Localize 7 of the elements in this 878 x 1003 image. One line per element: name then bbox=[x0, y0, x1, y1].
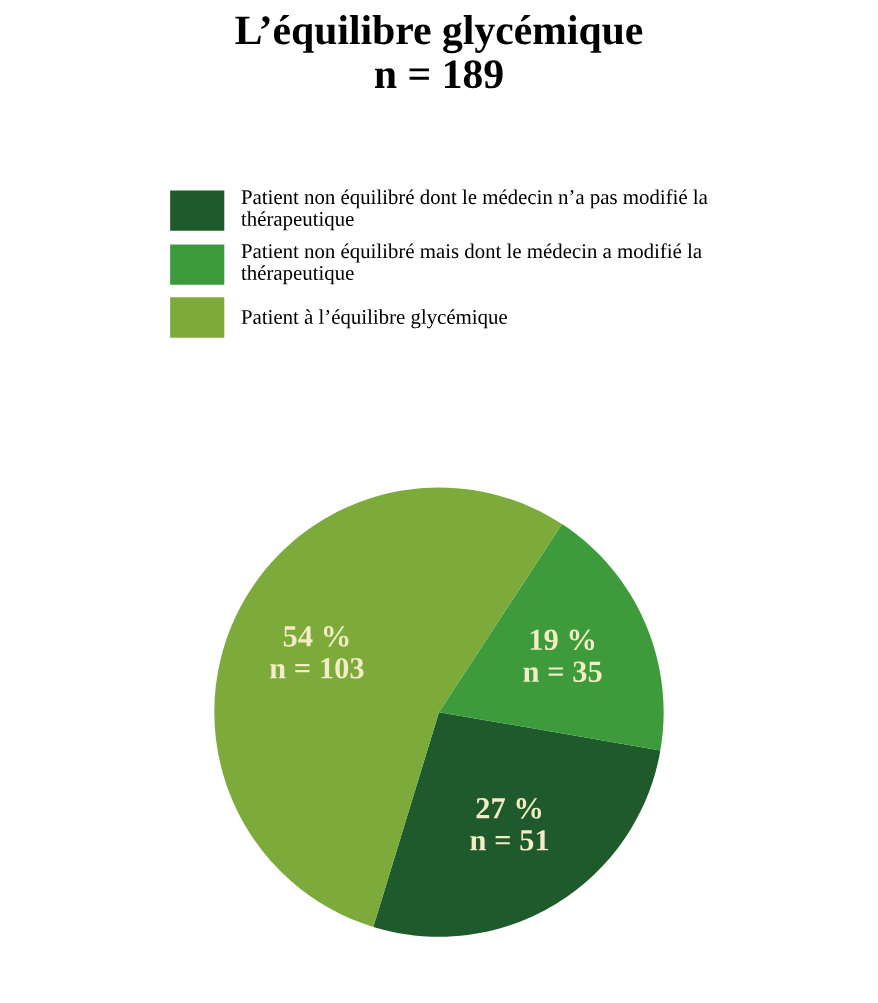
legend-label: Patient non équilibré mais dont le médecin a modifié la thérapeutique bbox=[241, 243, 702, 285]
data-label: 27 % n = 51 bbox=[470, 798, 549, 851]
data-label: 54 % n = 103 bbox=[269, 626, 364, 679]
chart-title: L’équilibre glycémique n = 189 bbox=[235, 15, 643, 89]
legend-label: Patient non équilibré dont le médecin n’a pas modifié la thérapeutique bbox=[241, 189, 708, 231]
data-label: 19 % n = 35 bbox=[523, 629, 602, 683]
legend-label: Patient à l’équilibre glycémique bbox=[241, 309, 507, 329]
